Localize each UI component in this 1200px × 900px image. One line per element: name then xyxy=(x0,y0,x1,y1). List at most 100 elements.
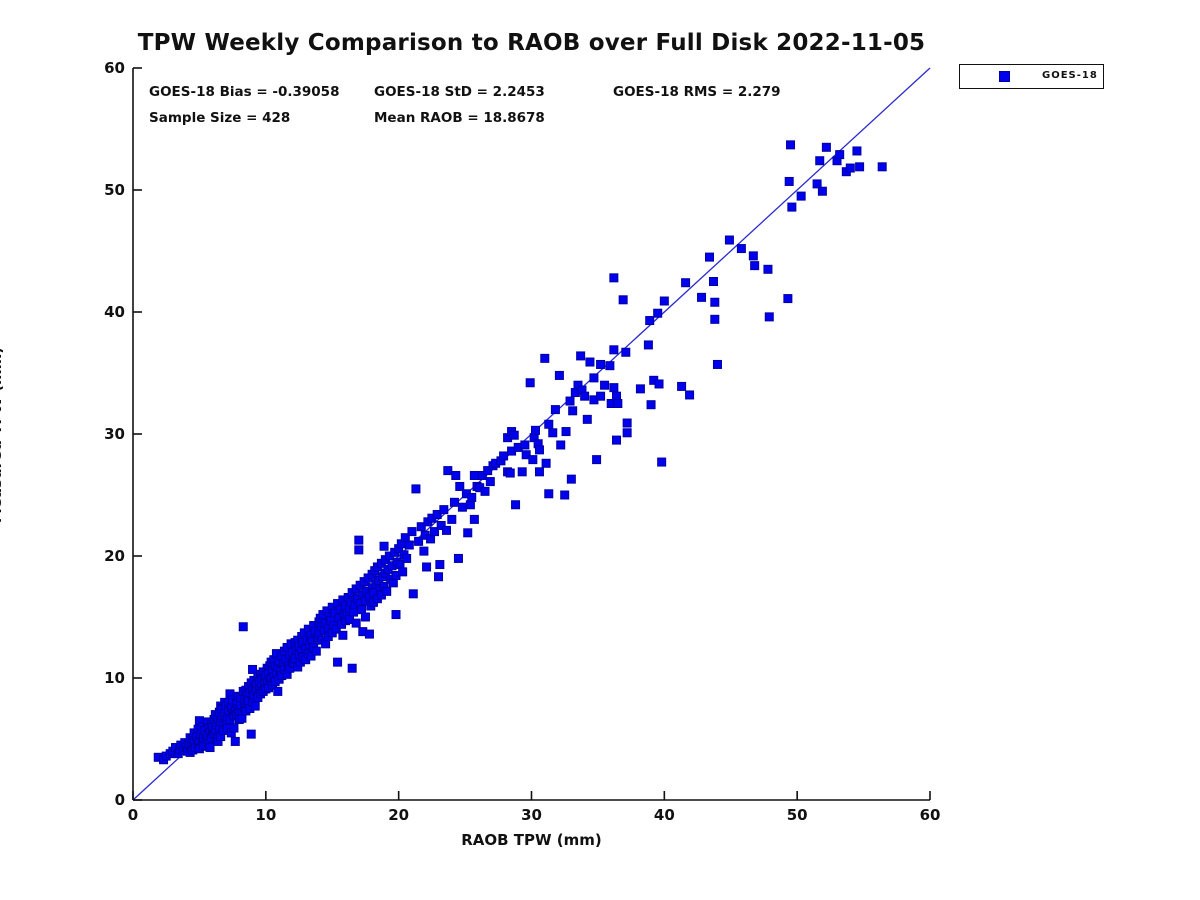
scatter-point xyxy=(763,264,773,274)
y-axis-label: Measured TPW (mm) xyxy=(0,346,5,524)
stat-mean-raob: Mean RAOB = 18.8678 xyxy=(374,110,545,126)
scatter-point xyxy=(447,514,457,524)
scatter-point xyxy=(408,589,418,599)
scatter-point xyxy=(230,736,240,746)
scatter-point xyxy=(402,553,412,563)
scatter-point xyxy=(554,370,564,380)
scatter-point xyxy=(796,191,806,201)
scatter-point xyxy=(621,347,631,357)
scatter-point xyxy=(556,440,566,450)
scatter-point xyxy=(786,140,796,150)
scatter-point xyxy=(321,639,331,649)
scatter-point xyxy=(509,430,519,440)
scatter-point xyxy=(499,451,509,461)
scatter-point xyxy=(311,646,321,656)
scatter-point xyxy=(736,244,746,254)
scatter-point xyxy=(544,489,554,499)
scatter-point xyxy=(477,470,487,480)
scatter-point xyxy=(483,466,493,476)
scatter-point xyxy=(411,484,421,494)
scatter-point xyxy=(708,277,718,286)
scatter-point xyxy=(764,312,774,322)
scatter-point xyxy=(589,373,599,383)
scatter-point xyxy=(750,261,760,271)
scatter-point xyxy=(432,510,442,520)
x-axis-label: RAOB TPW (mm) xyxy=(461,831,602,849)
scatter-point xyxy=(360,612,370,622)
scatter-point xyxy=(398,567,408,577)
scatter-point xyxy=(560,490,570,500)
scatter-point xyxy=(815,156,825,166)
scatter-point xyxy=(520,440,530,450)
scatter-point xyxy=(618,295,628,305)
scatter-point xyxy=(585,357,595,367)
scatter-point xyxy=(566,474,576,484)
scatter-point xyxy=(404,540,414,550)
scatter-point xyxy=(748,251,758,261)
scatter-point xyxy=(449,497,459,507)
scatter-point xyxy=(511,500,521,510)
y-tick-label: 40 xyxy=(104,303,125,321)
scatter-point xyxy=(600,380,610,390)
scatter-point xyxy=(530,425,540,435)
scatter-point xyxy=(441,525,451,535)
scatter-point xyxy=(646,400,656,410)
scatter-point xyxy=(580,391,590,401)
scatter-point xyxy=(544,419,554,429)
y-tick-label: 60 xyxy=(104,59,125,77)
scatter-point xyxy=(592,455,602,465)
y-tick-label: 20 xyxy=(104,547,125,565)
scatter-point xyxy=(582,414,592,424)
scatter-point xyxy=(561,427,571,437)
scatter-point xyxy=(835,150,845,160)
scatter-point xyxy=(613,399,623,408)
scatter-point xyxy=(783,294,793,304)
legend: GOES-18 xyxy=(959,64,1104,89)
y-tick-label: 50 xyxy=(104,181,125,199)
scatter-point xyxy=(354,535,364,545)
scatter-point xyxy=(453,553,463,563)
scatter-point xyxy=(704,252,714,262)
scatter-point xyxy=(422,562,432,572)
y-tick-label: 10 xyxy=(104,669,125,687)
x-tick-label: 30 xyxy=(521,806,542,824)
scatter-point xyxy=(351,618,361,628)
scatter-point xyxy=(229,723,239,733)
scatter-point xyxy=(654,379,664,389)
scatter-point xyxy=(657,457,667,467)
scatter-point xyxy=(469,470,479,480)
scatter-point xyxy=(246,729,256,739)
stat-rms: GOES-18 RMS = 2.279 xyxy=(613,84,781,100)
scatter-point xyxy=(609,273,619,283)
scatter-point xyxy=(238,622,248,632)
y-tick-label: 30 xyxy=(104,425,125,443)
scatter-point xyxy=(784,176,794,186)
scatter-point xyxy=(354,545,364,555)
x-tick-label: 60 xyxy=(920,806,941,824)
scatter-point xyxy=(821,142,831,152)
scatter-point xyxy=(517,467,527,477)
scatter-point xyxy=(347,663,357,673)
scatter-point xyxy=(622,428,632,438)
scatter-point xyxy=(845,163,855,173)
x-tick-label: 50 xyxy=(787,806,808,824)
scatter-point xyxy=(681,278,691,288)
y-tick-label: 0 xyxy=(115,791,125,809)
scatter-point xyxy=(349,607,359,617)
scatter-point xyxy=(605,361,615,371)
scatter-point xyxy=(439,505,449,515)
scatter-point xyxy=(677,381,687,391)
scatter-point xyxy=(414,536,424,546)
scatter-point xyxy=(457,502,467,512)
scatter-point xyxy=(525,378,535,388)
scatter-point xyxy=(388,578,398,588)
scatter-point xyxy=(356,605,366,615)
scatter-point xyxy=(565,396,575,406)
scatter-point xyxy=(548,428,558,438)
scatter-point xyxy=(528,455,538,465)
scatter-point xyxy=(451,470,461,480)
scatter-point xyxy=(430,527,440,537)
scatter-point xyxy=(612,435,622,445)
